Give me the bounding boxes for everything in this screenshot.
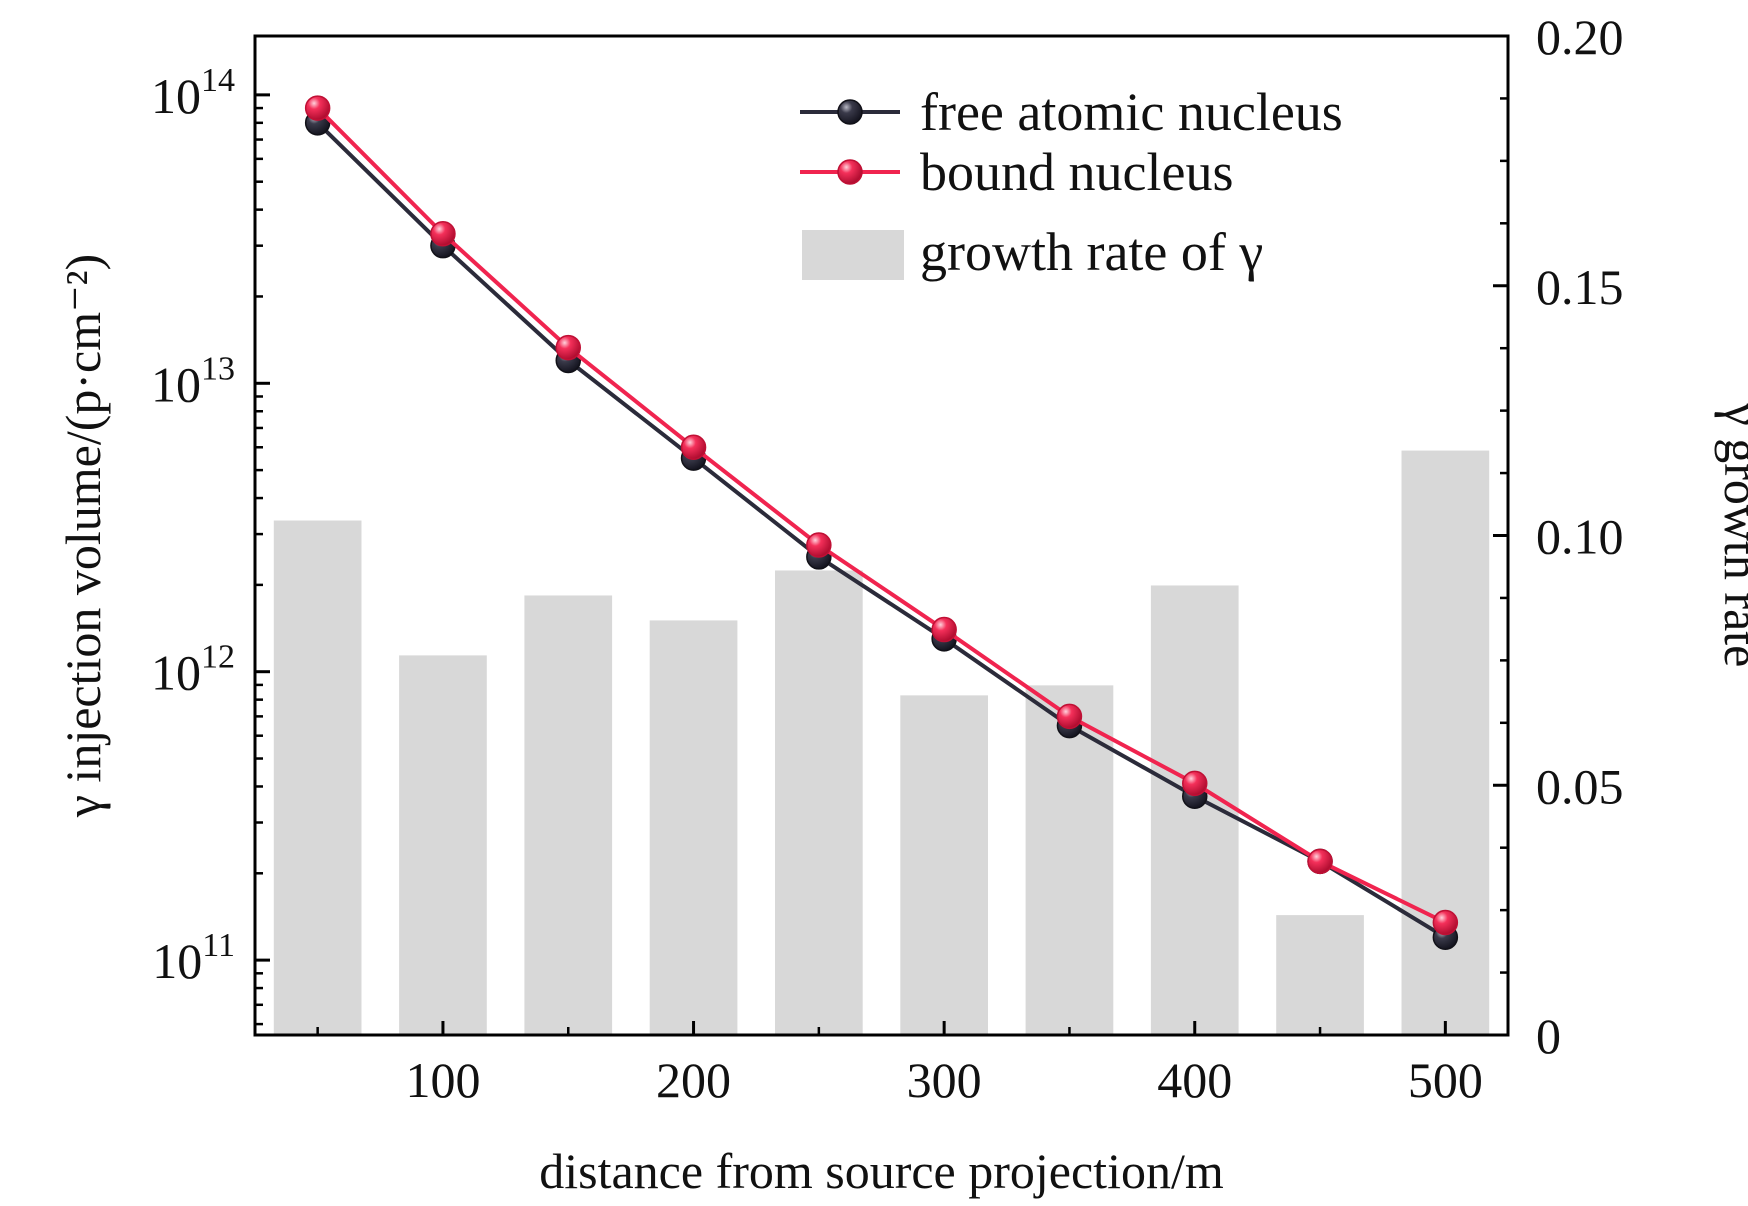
y-left-tick-label: 1011 [152, 927, 235, 989]
legend-label: growth rate of γ [920, 222, 1263, 282]
y-left-axis-title: γ injection volume/(p·cm⁻²) [55, 254, 111, 818]
legend-marker [838, 100, 862, 124]
growth-rate-bar [900, 695, 988, 1035]
y-right-tick-label: 0.10 [1536, 509, 1624, 565]
bound-nucleus-point [556, 336, 580, 360]
bound-nucleus-point [306, 96, 330, 120]
bound-nucleus-point [682, 435, 706, 459]
bound-nucleus-point [1433, 911, 1457, 935]
y-right-tick-label: 0.15 [1536, 259, 1624, 315]
x-tick-label: 400 [1157, 1052, 1232, 1108]
y-left-tick-label: 1012 [151, 639, 235, 701]
y-right-tick-label: 0.05 [1536, 758, 1624, 814]
growth-rate-bar [524, 595, 612, 1035]
y-left-tick-label: 1013 [151, 350, 235, 412]
y-left-tick-base: 10 [151, 645, 201, 701]
bound-nucleus-point [807, 533, 831, 557]
y-left-tick-label: 1014 [151, 62, 235, 124]
bound-nucleus-point [1308, 849, 1332, 873]
bars-layer [274, 451, 1489, 1035]
y-left-tick-exponent: 14 [201, 62, 235, 99]
x-tick-label: 200 [656, 1052, 731, 1108]
legend-label: bound nucleus [920, 142, 1233, 202]
y-left-tick-base: 10 [151, 68, 201, 124]
y-left-tick-exponent: 12 [201, 639, 235, 676]
legend-marker [838, 160, 862, 184]
y-right-axis-title: γ growth rate [1714, 403, 1748, 668]
legend-bar-swatch [802, 230, 904, 280]
y-left-tick-base: 10 [151, 356, 201, 412]
x-tick-label: 100 [405, 1052, 480, 1108]
y-left-tick-exponent: 13 [201, 350, 235, 387]
growth-rate-bar [775, 570, 863, 1035]
growth-rate-bar [650, 620, 738, 1035]
growth-rate-bar [399, 655, 487, 1035]
x-tick-label: 300 [907, 1052, 982, 1108]
bound-nucleus-point [1183, 771, 1207, 795]
growth-rate-bar [1276, 915, 1364, 1035]
bound-nucleus-point [431, 222, 455, 246]
y-left-tick-base: 10 [152, 933, 202, 989]
growth-rate-bar [274, 521, 362, 1035]
x-axis-title: distance from source projection/m [539, 1143, 1224, 1199]
y-right-tick-label: 0.20 [1536, 9, 1624, 65]
bound-nucleus-point [932, 618, 956, 642]
chart: 100 200 300 400 500101110121013101400.050.10… [0, 0, 1748, 1206]
y-left-tick-exponent: 11 [202, 927, 235, 964]
x-tick-label: 500 [1408, 1052, 1483, 1108]
y-right-tick-label: 0 [1536, 1008, 1561, 1064]
bound-nucleus-point [1057, 704, 1081, 728]
legend-label: free atomic nucleus [920, 82, 1343, 142]
